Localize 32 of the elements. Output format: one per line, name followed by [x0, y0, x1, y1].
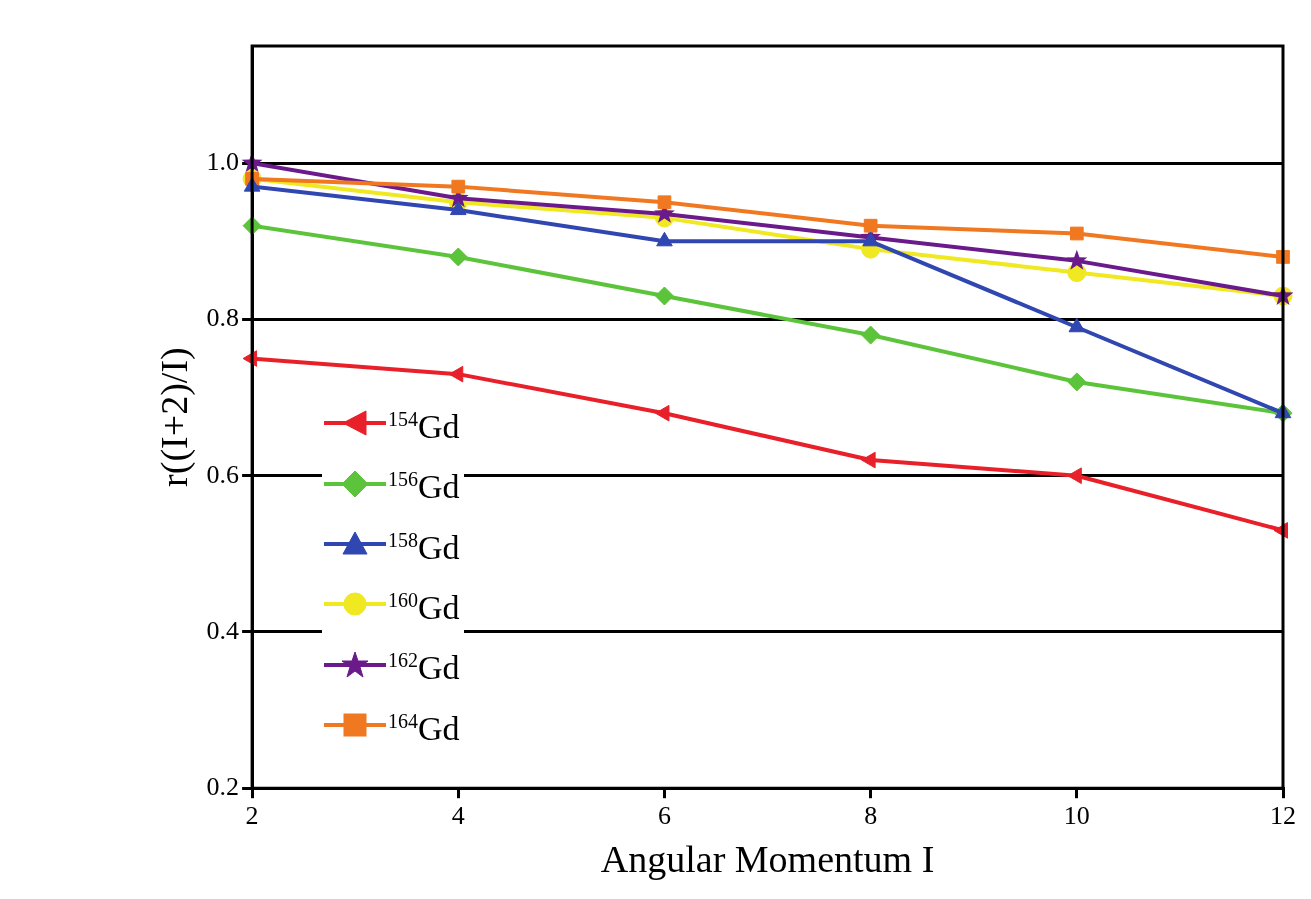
y-tick-label: 0.8	[206, 303, 240, 333]
y-tick-label: 0.2	[206, 772, 240, 802]
y-tick-label: 1.0	[206, 147, 240, 177]
point	[1067, 372, 1087, 392]
x-tick-label: 6	[657, 800, 671, 830]
point	[656, 231, 673, 247]
x-tick-label: 4	[451, 800, 465, 830]
point	[861, 325, 881, 345]
point	[654, 286, 674, 306]
x-tick-label: 10	[1063, 800, 1090, 830]
point	[657, 195, 672, 210]
legend-label: $^{160}$Gd	[388, 588, 460, 629]
point	[862, 231, 879, 247]
x-tick-label: 12	[1270, 800, 1296, 830]
legend-label: $^{162}$Gd	[388, 648, 460, 689]
x-tick-label: 8	[864, 800, 878, 830]
legend-label: $^{154}$Gd	[388, 407, 460, 448]
point	[449, 200, 467, 216]
x-axis-title: Angular Momentum I	[600, 838, 935, 881]
point	[451, 179, 466, 194]
y-tick-label: 0.6	[206, 459, 240, 489]
y-axis-title: r((I+2)/I)	[152, 347, 196, 487]
legend-label: $^{156}$Gd	[388, 467, 460, 508]
point	[1068, 317, 1086, 333]
point	[448, 247, 468, 267]
legend-label: $^{158}$Gd	[388, 527, 460, 568]
point	[1066, 249, 1088, 270]
y-tick-label: 0.4	[206, 615, 240, 645]
point	[1069, 226, 1084, 241]
point	[863, 218, 878, 233]
x-tick-label: 2	[245, 800, 259, 830]
legend-label: $^{164}$Gd	[388, 708, 460, 749]
